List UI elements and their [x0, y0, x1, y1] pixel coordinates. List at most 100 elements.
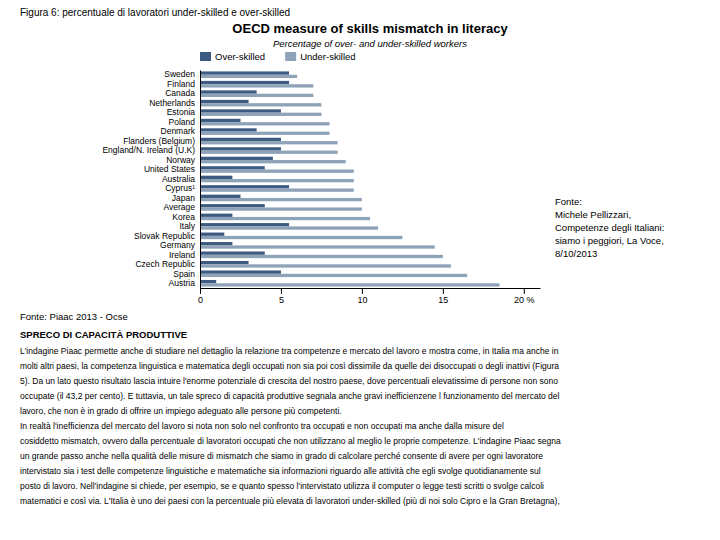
bar [200, 270, 281, 273]
bar [200, 109, 281, 112]
bar [200, 100, 249, 103]
bar [200, 75, 297, 78]
bar [200, 113, 321, 116]
source-right-line: Competenze degli Italiani: [555, 222, 664, 233]
x-tick-label: 10 [357, 295, 367, 305]
bar [200, 81, 289, 84]
body-line: intervistato sia i test delle competenze… [20, 466, 541, 476]
x-tick-mark [200, 288, 201, 294]
x-tick-mark [281, 288, 282, 294]
x-tick-mark [362, 288, 363, 294]
x-tick-label: 20 % [514, 295, 535, 305]
body-line: lavoro, che non è in grado di offrire un… [20, 406, 342, 416]
bar [200, 242, 232, 245]
legend-swatch [200, 52, 211, 61]
bar [200, 226, 378, 229]
legend-item: Over-skilled [200, 51, 265, 62]
bar [200, 151, 338, 154]
bar [200, 223, 289, 226]
bar [200, 128, 257, 131]
body-line: occupate (il 43,2 per cento). E tuttavia… [20, 391, 560, 401]
subtitle: Percentage of over- and under-skilled wo… [273, 38, 467, 49]
x-tick-mark [443, 288, 444, 294]
x-tick: 5 [279, 288, 284, 305]
body-line: posto di lavoro. Nell'indagine si chiede… [20, 481, 544, 491]
x-axis: 0 5 10 15 20 % [198, 288, 541, 305]
bar [200, 132, 330, 135]
bar [200, 71, 289, 74]
bar [200, 147, 281, 150]
bar [200, 188, 354, 191]
bar [200, 141, 338, 144]
body-line: molti altri paesi, la competenza linguis… [20, 361, 559, 371]
body-line: L'indagine Piaac permette anche di studi… [20, 346, 559, 356]
bar [200, 236, 402, 239]
bar [200, 94, 313, 97]
x-tick-label: 0 [198, 295, 203, 305]
body-line: un grande passo anche nella qualità dell… [20, 451, 543, 461]
body-line: cosiddetto mismatch, ovvero dalla percen… [20, 436, 561, 446]
bar [200, 185, 289, 188]
source-right: Fonte: Michele Pellizzari, Competenze degl… [555, 196, 664, 259]
bar [200, 280, 216, 283]
bar [200, 157, 273, 160]
source-right-line: Michele Pellizzari, [555, 209, 631, 220]
x-tick: 0 [198, 288, 203, 305]
y-tick-label: Austria [169, 278, 196, 288]
bar [200, 176, 232, 179]
body-heading: SPRECO DI CAPACITÀ PRODUTTIVE [20, 329, 187, 340]
x-tick: 10 [357, 288, 367, 305]
source-right-line: Fonte: [555, 196, 582, 207]
body-text: L'indagine Piaac permette anche di studi… [20, 346, 561, 506]
title: OECD measure of skills mismatch in liter… [232, 21, 508, 36]
bar [200, 217, 370, 220]
x-tick-label: 15 [438, 295, 448, 305]
body-line: matematici e così via. L'Italia è uno de… [20, 496, 560, 506]
x-tick-mark [524, 288, 525, 294]
bar [200, 255, 443, 258]
body-line: 5). Da un lato questo risultato lascia i… [20, 376, 558, 386]
legend: Over-skilled Under-skilled [200, 51, 356, 62]
legend-label: Under-skilled [300, 51, 355, 62]
bar [200, 166, 265, 169]
source-right-line: siamo i peggiori, La Voce, [555, 235, 664, 246]
bar [200, 103, 321, 106]
bar-series [200, 75, 500, 287]
legend-label: Over-skilled [215, 51, 265, 62]
bar [200, 233, 224, 236]
legend-swatch [285, 52, 296, 61]
source-left: Fonte: Piaac 2013 - Ocse [20, 311, 128, 322]
bar [200, 198, 362, 201]
bar [200, 207, 362, 210]
x-axis-line [201, 288, 541, 289]
bar [200, 119, 240, 122]
bar [200, 204, 265, 207]
y-axis-line [200, 71, 201, 289]
bar [200, 261, 249, 264]
y-tick: Austria [169, 278, 200, 288]
bar [200, 283, 500, 286]
bar [200, 195, 240, 198]
bar [200, 274, 467, 277]
bar [200, 138, 281, 141]
bar [200, 160, 346, 163]
source-right-line: 8/10/2013 [555, 248, 597, 259]
bar [200, 170, 354, 173]
chart-root: Figura 6: percentuale di lavoratori unde… [0, 0, 720, 540]
y-axis: SwedenFinlandCanadaNetherlandsEstoniaPol… [102, 69, 200, 288]
bar [200, 90, 257, 93]
bar [200, 264, 451, 267]
x-tick-label: 5 [279, 295, 284, 305]
bar [200, 214, 232, 217]
bar [200, 122, 330, 125]
bar [200, 252, 265, 255]
caption: Figura 6: percentuale di lavoratori unde… [20, 7, 290, 18]
bar [200, 179, 354, 182]
bars [200, 71, 500, 286]
bar [200, 84, 313, 87]
body-line: In realtà l'inefficienza del mercato del… [20, 421, 504, 431]
legend-item: Under-skilled [285, 51, 355, 62]
x-tick: 20 % [514, 288, 535, 305]
bar [200, 245, 435, 248]
x-tick: 15 [438, 288, 448, 305]
